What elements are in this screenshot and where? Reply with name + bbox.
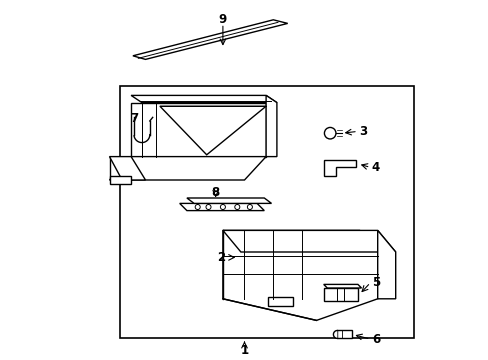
Polygon shape xyxy=(267,297,292,306)
Polygon shape xyxy=(323,284,361,288)
Polygon shape xyxy=(109,157,131,180)
Text: 9: 9 xyxy=(218,13,226,26)
Polygon shape xyxy=(223,230,395,252)
Polygon shape xyxy=(131,95,276,103)
Polygon shape xyxy=(323,160,355,176)
Polygon shape xyxy=(179,203,264,211)
Text: 6: 6 xyxy=(371,333,379,346)
Polygon shape xyxy=(377,230,395,299)
Polygon shape xyxy=(133,20,287,59)
Polygon shape xyxy=(109,157,265,180)
Polygon shape xyxy=(333,330,337,338)
Polygon shape xyxy=(109,157,145,180)
Text: 5: 5 xyxy=(371,276,379,289)
Text: 3: 3 xyxy=(359,125,366,138)
Polygon shape xyxy=(109,176,131,184)
Text: 7: 7 xyxy=(130,112,139,125)
Text: 8: 8 xyxy=(211,186,220,199)
Polygon shape xyxy=(223,230,377,320)
Bar xyxy=(120,86,413,338)
Polygon shape xyxy=(186,198,271,203)
Polygon shape xyxy=(131,103,265,157)
Text: 2: 2 xyxy=(217,251,224,264)
Text: 4: 4 xyxy=(371,161,379,174)
Polygon shape xyxy=(160,106,265,155)
Polygon shape xyxy=(265,95,276,157)
Polygon shape xyxy=(323,288,357,301)
Polygon shape xyxy=(337,330,352,338)
Text: 1: 1 xyxy=(240,345,248,357)
